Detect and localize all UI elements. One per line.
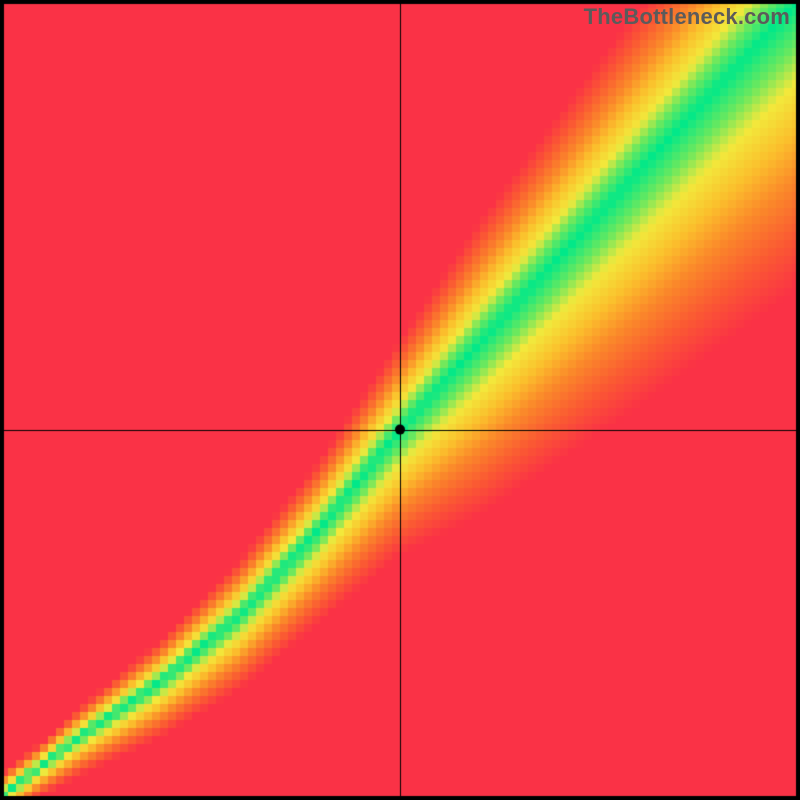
watermark-text: TheBottleneck.com xyxy=(584,4,790,30)
bottleneck-heatmap xyxy=(0,0,800,800)
chart-container: TheBottleneck.com xyxy=(0,0,800,800)
